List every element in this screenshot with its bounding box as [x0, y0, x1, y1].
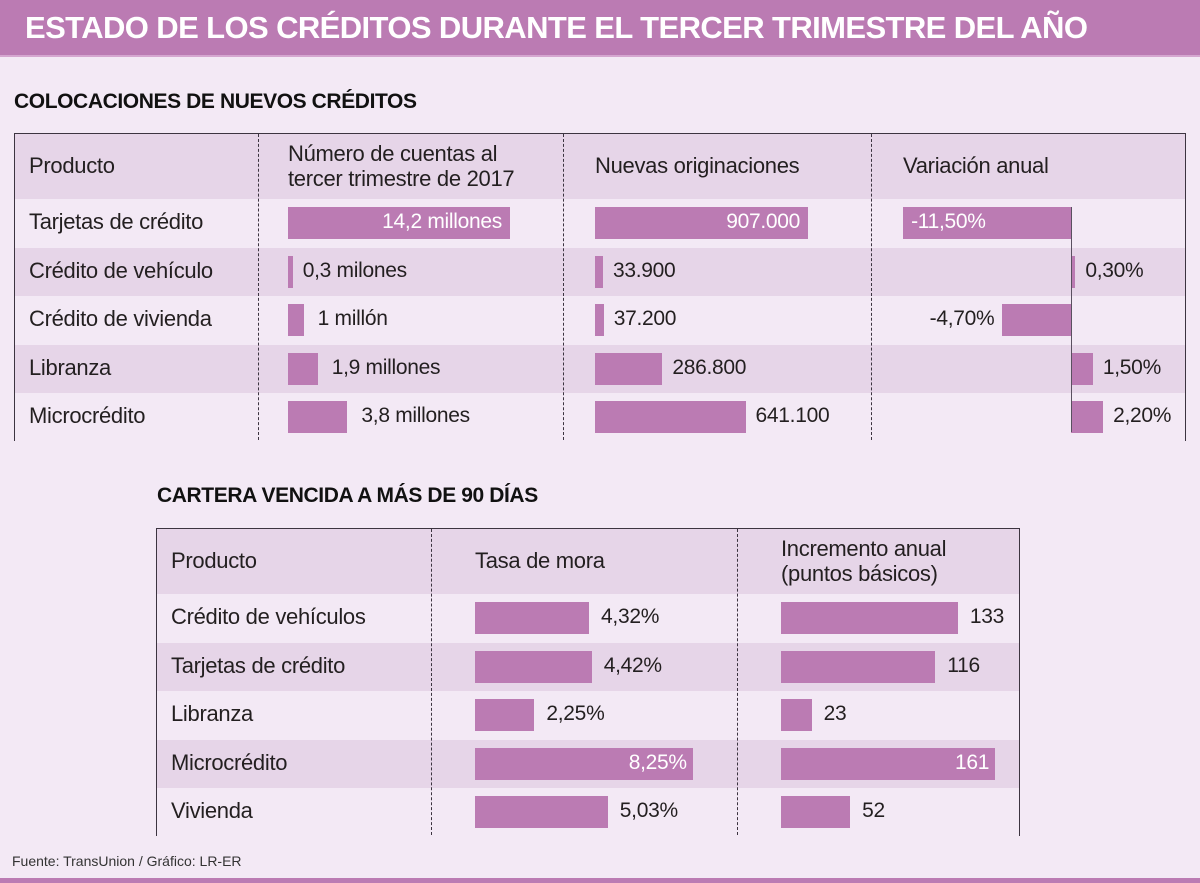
- title-bar: ESTADO DE LOS CRÉDITOS DURANTE EL TERCER…: [0, 0, 1200, 57]
- delinquency-rate-label: 8,25%: [628, 750, 687, 774]
- variation-bar: [1071, 401, 1104, 434]
- column-divider: [431, 529, 432, 835]
- annual-increase-bar: [781, 796, 851, 829]
- header-accounts-line2: tercer trimestre de 2017: [288, 166, 515, 191]
- product-label: Microcrédito: [29, 403, 146, 428]
- product-label: Vivienda: [171, 798, 253, 823]
- originations-bar: [595, 255, 603, 288]
- header-rate: Tasa de mora: [475, 548, 605, 573]
- originations-bar: [595, 207, 808, 240]
- accounts-bar: [288, 207, 510, 240]
- product-label: Tarjetas de crédito: [29, 209, 204, 234]
- table-row: Tarjetas de crédito 4,42% 116: [157, 642, 1019, 691]
- table-row: Crédito de vivienda 1 millón 37.200 -4,70%: [15, 296, 1185, 345]
- originations-bar: [595, 401, 746, 434]
- product-label: Microcrédito: [171, 749, 288, 775]
- table-row: Tarjetas de crédito 14,2 millones 907.000 -…: [15, 199, 1185, 248]
- product-label: Tarjetas de crédito: [171, 652, 346, 678]
- variation-bar: [903, 207, 1071, 240]
- product-label: Crédito de vehículos: [171, 604, 366, 629]
- delinquency-rate-bar: [475, 747, 693, 780]
- page-title: ESTADO DE LOS CRÉDITOS DURANTE EL TERCER…: [25, 10, 1088, 45]
- section-heading-placements: COLOCACIONES DE NUEVOS CRÉDITOS: [14, 90, 417, 113]
- delinquency-rate-label: 2,25%: [546, 702, 605, 726]
- header-increase-line2: (puntos básicos): [781, 561, 938, 586]
- table-row: Crédito de vehículo 0,3 milones 33.900 0,30…: [15, 247, 1185, 296]
- variation-bar: [1002, 304, 1071, 337]
- originations-value-label: 286.800: [672, 355, 747, 379]
- product-label: Crédito de vivienda: [29, 306, 212, 331]
- section-heading-delinquency: CARTERA VENCIDA A MÁS DE 90 DÍAS: [157, 484, 538, 507]
- product-label: Libranza: [29, 354, 111, 380]
- variation-value-label: 2,20%: [1113, 404, 1172, 428]
- originations-value-label: 33.900: [613, 258, 676, 282]
- accounts-bar: [288, 352, 318, 385]
- accounts-bar: [288, 304, 304, 337]
- column-divider: [737, 529, 738, 835]
- annual-increase-bar: [781, 602, 958, 635]
- accounts-value-label: 0,3 milones: [302, 258, 407, 282]
- annual-increase-bar: [781, 699, 812, 732]
- originations-bar: [595, 352, 663, 385]
- accounts-value-label: 1,9 millones: [331, 355, 441, 379]
- column-divider: [871, 134, 872, 440]
- source-footer: Fuente: TransUnion / Gráfico: LR-ER: [12, 853, 242, 869]
- annual-increase-bar: [781, 650, 936, 683]
- delinquency-rate-bar: [475, 602, 590, 635]
- table-row: Vivienda 5,03% 52: [157, 788, 1019, 837]
- table-row: Crédito de vehículos 4,32% 133: [157, 594, 1019, 643]
- variation-zero-axis: [1071, 207, 1072, 432]
- product-label: Crédito de vehículo: [29, 257, 213, 283]
- variation-value-label: -11,50%: [911, 210, 986, 234]
- table-row: Libranza 1,9 millones 286.800 1,50%: [15, 344, 1185, 393]
- header-product: Producto: [171, 548, 257, 573]
- annual-increase-label: 161: [954, 750, 990, 774]
- accounts-bar: [288, 401, 348, 434]
- table-row: Microcrédito 3,8 millones 641.100 2,20%: [15, 393, 1185, 442]
- annual-increase-bar: [781, 747, 996, 780]
- delinquency-rate-label: 4,32%: [601, 605, 660, 629]
- originations-value-label: 37.200: [613, 307, 677, 331]
- placements-table: Producto Número de cuentas al tercer tri…: [14, 133, 1186, 442]
- annual-increase-label: 52: [862, 799, 885, 823]
- originations-bar: [595, 304, 604, 337]
- column-divider: [563, 134, 564, 440]
- annual-increase-label: 133: [969, 605, 1005, 629]
- delinquency-table: Producto Tasa de mora Incremento anual (…: [156, 528, 1020, 837]
- originations-value-label: 907.000: [726, 210, 800, 234]
- header-originations: Nuevas originaciones: [595, 153, 800, 178]
- table-row: Libranza 2,25% 23: [157, 691, 1019, 740]
- column-divider: [258, 134, 259, 440]
- originations-value-label: 641.100: [755, 404, 830, 428]
- header-increase-line1: Incremento anual: [781, 536, 947, 561]
- table-header: Producto Número de cuentas al tercer tri…: [15, 134, 1185, 199]
- accounts-value-label: 1 millón: [317, 307, 388, 331]
- delinquency-rate-bar: [475, 699, 535, 732]
- accounts-value-label: 3,8 millones: [361, 404, 470, 428]
- delinquency-rate-bar: [475, 650, 592, 683]
- product-label: Libranza: [171, 701, 253, 726]
- table-row: Microcrédito 8,25% 161: [157, 739, 1019, 788]
- delinquency-rate-bar: [475, 796, 608, 829]
- header-variation: Variación anual: [903, 153, 1049, 178]
- annual-increase-label: 116: [947, 653, 980, 677]
- accounts-bar: [288, 255, 293, 288]
- annual-increase-label: 23: [823, 702, 847, 726]
- bottom-bar: [0, 878, 1200, 883]
- variation-bar: [1071, 352, 1093, 385]
- delinquency-rate-label: 5,03%: [619, 799, 678, 823]
- header-accounts-line1: Número de cuentas al: [288, 141, 498, 166]
- delinquency-rate-label: 4,42%: [603, 653, 662, 677]
- header-product: Producto: [29, 153, 115, 178]
- variation-value-label: 0,30%: [1085, 258, 1144, 282]
- variation-bar: [1071, 255, 1076, 288]
- table-header: Producto Tasa de mora Incremento anual (…: [157, 529, 1019, 594]
- variation-value-label: -4,70%: [929, 307, 995, 331]
- variation-value-label: 1,50%: [1102, 355, 1161, 379]
- accounts-value-label: 14,2 millones: [382, 210, 502, 234]
